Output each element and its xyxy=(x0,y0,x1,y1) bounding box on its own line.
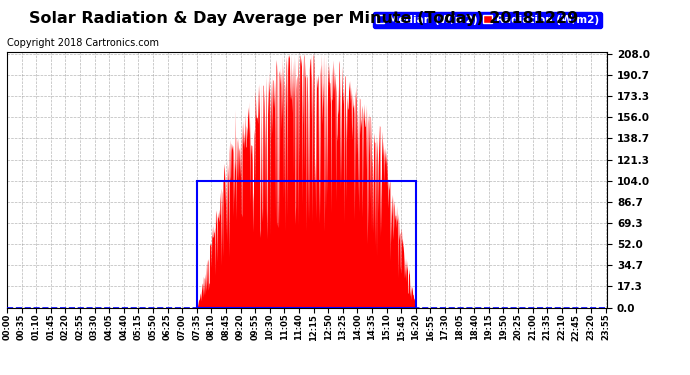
Text: Copyright 2018 Cartronics.com: Copyright 2018 Cartronics.com xyxy=(7,38,159,48)
Text: Solar Radiation & Day Average per Minute (Today) 20181229: Solar Radiation & Day Average per Minute… xyxy=(29,11,578,26)
Legend: Median (W/m2), Radiation (W/m2): Median (W/m2), Radiation (W/m2) xyxy=(373,12,602,28)
Bar xyxy=(197,181,416,308)
